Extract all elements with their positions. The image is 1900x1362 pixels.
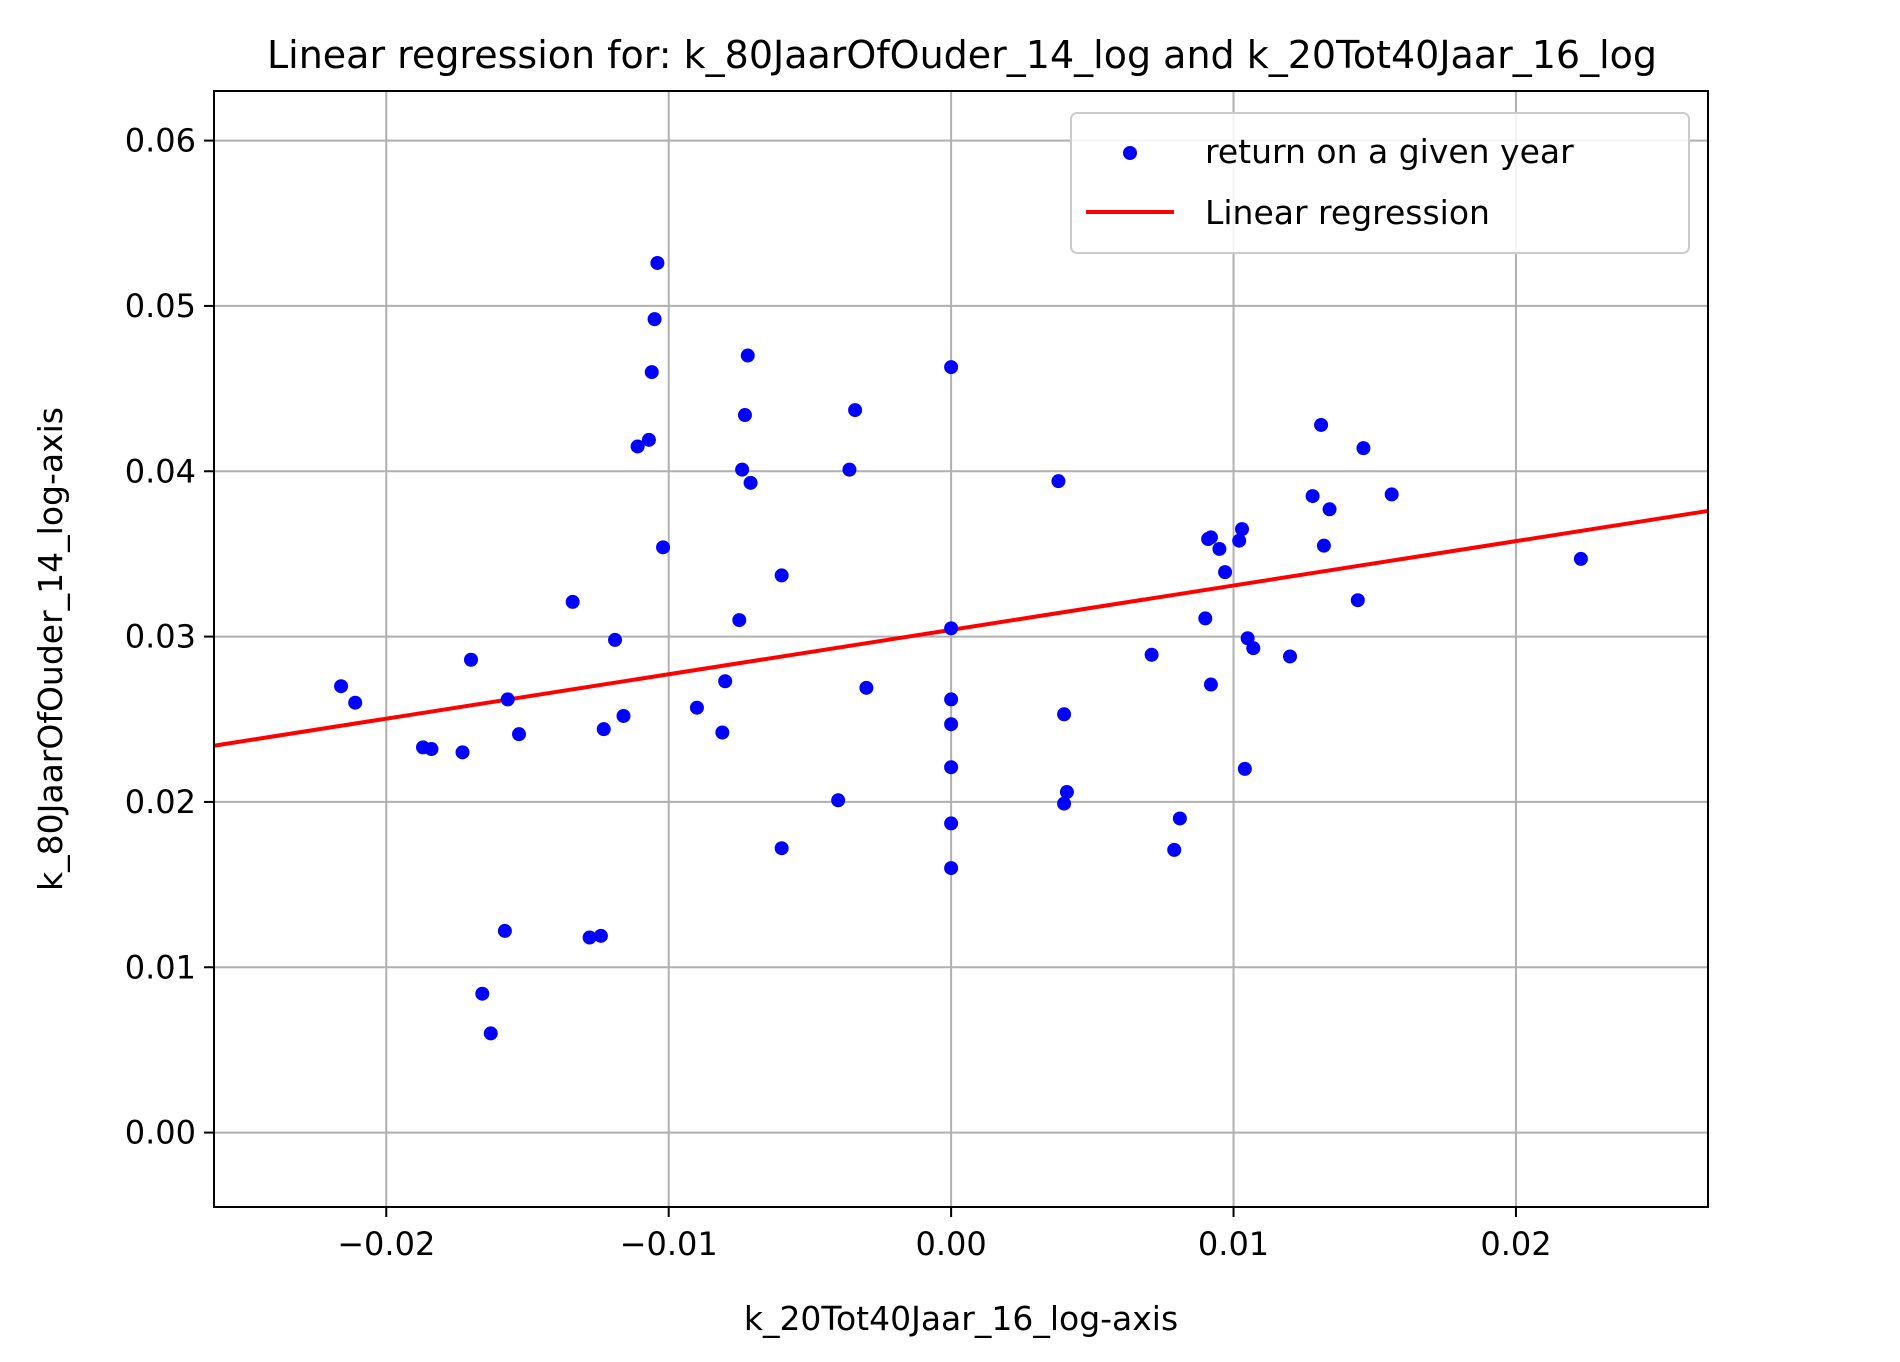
y-axis-ticks: 0.00 0.01 0.02 0.03 0.04 0.05 0.06 bbox=[125, 122, 214, 1152]
data-point bbox=[1237, 761, 1252, 776]
legend-box bbox=[1070, 112, 1690, 254]
x-axis-label: k_20Tot40Jaar_16_log-axis bbox=[744, 1299, 1178, 1338]
data-point bbox=[475, 986, 490, 1001]
data-point bbox=[424, 742, 439, 757]
data-point bbox=[650, 255, 665, 270]
x-tick-label: −0.02 bbox=[337, 1225, 435, 1263]
data-point bbox=[831, 793, 846, 808]
data-point bbox=[1057, 707, 1072, 722]
data-point bbox=[737, 408, 752, 423]
data-point bbox=[944, 360, 959, 375]
data-point bbox=[1167, 842, 1182, 857]
scatter-points bbox=[334, 255, 1588, 1041]
data-point bbox=[842, 462, 857, 477]
data-point bbox=[944, 760, 959, 775]
legend-marker-scatter bbox=[1123, 146, 1137, 160]
data-point bbox=[944, 621, 959, 636]
data-point bbox=[1356, 441, 1371, 456]
chart-title: Linear regression for: k_80JaarOfOuder_1… bbox=[267, 33, 1657, 77]
data-point bbox=[1172, 811, 1187, 826]
data-point bbox=[641, 432, 656, 447]
data-point bbox=[1316, 538, 1331, 553]
data-point bbox=[689, 700, 704, 715]
data-point bbox=[348, 695, 363, 710]
x-tick-label: −0.01 bbox=[620, 1225, 718, 1263]
legend-label-line: Linear regression bbox=[1205, 193, 1490, 232]
data-point bbox=[715, 725, 730, 740]
y-axis-label: k_80JaarOfOuder_14_log-axis bbox=[31, 407, 70, 891]
data-point bbox=[464, 652, 479, 667]
x-axis-ticks: −0.02 −0.01 0.00 0.01 0.02 bbox=[337, 1207, 1552, 1263]
data-point bbox=[596, 722, 611, 737]
y-tick-label: 0.04 bbox=[125, 452, 196, 490]
data-point bbox=[593, 928, 608, 943]
data-point bbox=[740, 348, 755, 363]
data-point bbox=[774, 841, 789, 856]
y-tick-label: 0.01 bbox=[125, 948, 196, 986]
data-point bbox=[1059, 785, 1074, 800]
data-point bbox=[1322, 502, 1337, 517]
x-tick-label: 0.02 bbox=[1480, 1225, 1551, 1263]
data-point bbox=[732, 613, 747, 628]
data-point bbox=[944, 816, 959, 831]
data-point bbox=[735, 462, 750, 477]
data-point bbox=[630, 439, 645, 454]
data-point bbox=[1283, 649, 1298, 664]
data-point bbox=[859, 680, 874, 695]
data-point bbox=[565, 594, 580, 609]
data-point bbox=[718, 674, 733, 689]
data-point bbox=[647, 312, 662, 327]
data-point bbox=[944, 717, 959, 732]
data-point bbox=[608, 632, 623, 647]
data-point bbox=[743, 475, 758, 490]
y-tick-label: 0.03 bbox=[125, 618, 196, 656]
data-point bbox=[1144, 647, 1159, 662]
data-point bbox=[483, 1026, 498, 1041]
legend: return on a given year Linear regression bbox=[1070, 112, 1690, 254]
data-point bbox=[582, 930, 597, 945]
data-point bbox=[1203, 530, 1218, 545]
data-point bbox=[1305, 489, 1320, 504]
data-point bbox=[1350, 593, 1365, 608]
data-point bbox=[455, 745, 470, 760]
y-tick-label: 0.02 bbox=[125, 783, 196, 821]
data-point bbox=[944, 692, 959, 707]
data-point bbox=[774, 568, 789, 583]
data-point bbox=[1203, 677, 1218, 692]
legend-label-scatter: return on a given year bbox=[1205, 132, 1574, 171]
data-point bbox=[497, 923, 512, 938]
data-point bbox=[1232, 533, 1247, 548]
x-tick-label: 0.01 bbox=[1198, 1225, 1269, 1263]
x-tick-label: 0.00 bbox=[915, 1225, 986, 1263]
data-point bbox=[1573, 551, 1588, 566]
data-point bbox=[1246, 641, 1261, 656]
data-point bbox=[334, 679, 349, 694]
data-point bbox=[1235, 522, 1250, 537]
data-point bbox=[656, 540, 671, 555]
data-point bbox=[500, 692, 515, 707]
y-tick-label: 0.06 bbox=[125, 122, 196, 160]
data-point bbox=[1057, 796, 1072, 811]
regression-series bbox=[213, 508, 1709, 748]
y-tick-label: 0.00 bbox=[125, 1114, 196, 1152]
data-point bbox=[616, 708, 631, 723]
data-point bbox=[1198, 611, 1213, 626]
plot-frame bbox=[213, 90, 1709, 1208]
data-point bbox=[644, 365, 659, 380]
data-point bbox=[1212, 541, 1227, 556]
data-point bbox=[1218, 565, 1233, 580]
data-point bbox=[848, 403, 863, 418]
data-point bbox=[944, 861, 959, 876]
data-point bbox=[1384, 487, 1399, 502]
grid-lines bbox=[214, 91, 1708, 1207]
data-point bbox=[512, 727, 527, 742]
data-point bbox=[1051, 474, 1066, 489]
data-point bbox=[1314, 417, 1329, 432]
y-tick-label: 0.05 bbox=[125, 287, 196, 325]
regression-line bbox=[213, 508, 1709, 748]
